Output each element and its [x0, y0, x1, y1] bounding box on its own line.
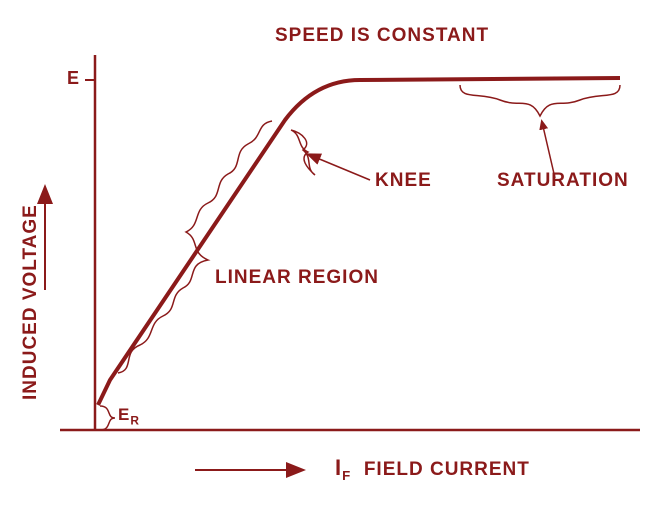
knee-brace: [291, 130, 315, 175]
y-axis-label: INDUCED VOLTAGE: [20, 200, 42, 400]
x-axis-label: IF FIELD CURRENT: [335, 455, 530, 483]
saturation-label: SATURATION: [497, 170, 629, 192]
saturation-curve: [98, 78, 620, 405]
er-brace: [100, 406, 115, 430]
linear-region-label: LINEAR REGION: [215, 267, 379, 289]
knee-pointer: [317, 158, 370, 180]
knee-label: KNEE: [375, 170, 432, 192]
magnetization-curve-diagram: [0, 0, 664, 509]
title-label: SPEED IS CONSTANT: [275, 25, 489, 47]
e-label: E: [67, 68, 80, 89]
er-label: ER: [118, 405, 140, 427]
saturation-brace: [460, 85, 620, 116]
